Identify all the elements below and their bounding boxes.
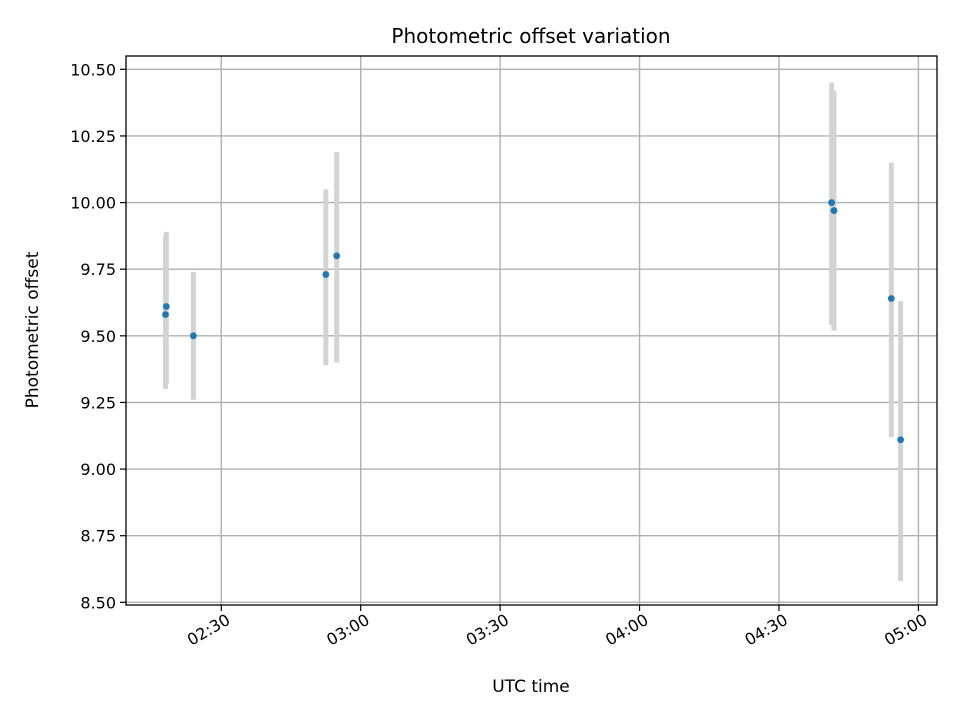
- data-point: [189, 332, 197, 340]
- y-tick-label: 9.00: [80, 460, 116, 479]
- data-point: [162, 311, 169, 318]
- data-point: [828, 199, 836, 206]
- data-point: [887, 295, 895, 302]
- y-axis-label: Photometric offset: [23, 251, 43, 408]
- y-tick-label: 10.00: [70, 194, 116, 213]
- y-tick-label: 8.50: [80, 593, 116, 612]
- data-point: [162, 303, 170, 310]
- y-tick-label: 9.50: [80, 327, 116, 346]
- y-tick-label: 10.25: [70, 127, 116, 146]
- data-point: [897, 436, 904, 444]
- y-tick-label: 9.25: [80, 393, 116, 412]
- y-tick-label: 8.75: [80, 527, 116, 546]
- y-axis-ticks: 8.50 8.75 9.00 9.25 9.50 9.75 10.00 10.25 10.50: [70, 60, 126, 612]
- y-tick-label: 9.75: [80, 260, 116, 279]
- data-point: [333, 252, 341, 260]
- x-axis-label: UTC time: [492, 677, 570, 697]
- data-markers: [162, 199, 904, 444]
- plot-frame: [125, 55, 938, 606]
- grid: [126, 56, 937, 605]
- data-point: [322, 271, 330, 278]
- data-point: [830, 207, 838, 214]
- y-tick-label: 10.50: [70, 60, 116, 79]
- chart-title: Photometric offset variation: [391, 24, 670, 48]
